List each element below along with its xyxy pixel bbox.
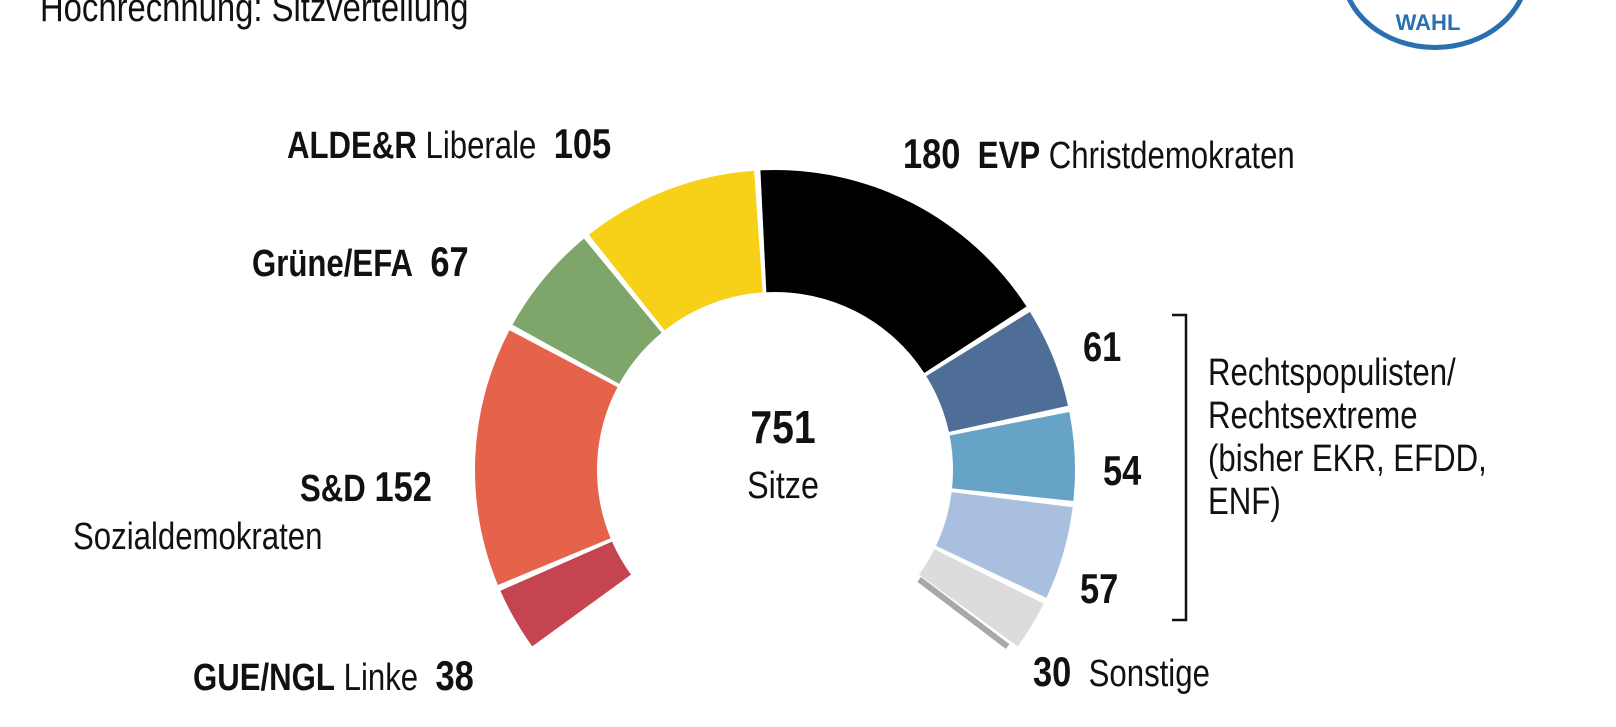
label-gruene: Grüne/EFA 67	[252, 238, 469, 286]
slice-alde-r	[588, 170, 763, 331]
sonstige-edge	[917, 577, 1010, 649]
gruene-abbr: Grüne/EFA	[252, 243, 414, 285]
slice-sonstige	[919, 549, 1044, 647]
sonstige-value: 30	[1033, 648, 1072, 695]
sd-name: Sozialdemokraten	[73, 516, 323, 558]
slice-57	[936, 492, 1073, 598]
group-annotation: Rechtspopulisten/ Rechtsextreme (bisher …	[1208, 352, 1487, 524]
gruene-value: 67	[430, 238, 469, 285]
slice-s-d	[474, 330, 618, 585]
slice-gue-ngl	[500, 541, 631, 647]
value-54: 54	[1103, 447, 1142, 494]
evp-value: 180	[903, 130, 961, 177]
total-value: 751	[750, 401, 816, 453]
evp-name: Christdemokraten	[1048, 135, 1295, 177]
gue-value: 38	[435, 652, 474, 699]
value-61: 61	[1083, 323, 1122, 370]
label-sonstige: 30 Sonstige	[1033, 648, 1210, 696]
group-bracket	[1172, 313, 1188, 622]
gue-abbr: GUE/NGL	[193, 657, 335, 699]
gue-name: Linke	[343, 657, 419, 699]
total-label: Sitze	[747, 465, 819, 507]
slice-54	[949, 411, 1075, 502]
label-sd: S&D 152	[300, 463, 432, 511]
label-gue: GUE/NGL Linke 38	[193, 652, 474, 700]
alde-name: Liberale	[425, 125, 537, 167]
sd-abbr: S&D	[300, 468, 366, 510]
chart-title: Hochrechnung: Sitzverteilung	[40, 0, 469, 30]
sonstige-name: Sonstige	[1088, 653, 1210, 695]
alde-abbr: ALDE&R	[287, 125, 417, 167]
group-line: (bisher EKR, EFDD,	[1208, 438, 1487, 480]
group-line: Rechtspopulisten/	[1208, 352, 1456, 394]
group-line: Rechtsextreme	[1208, 395, 1418, 437]
evp-abbr: EVP	[977, 135, 1041, 177]
label-alde: ALDE&R Liberale 105	[287, 120, 611, 168]
group-line: ENF)	[1208, 481, 1281, 523]
slice-61	[926, 311, 1069, 432]
alde-value: 105	[553, 120, 612, 167]
slice-evp	[760, 170, 1027, 374]
sd-value: 152	[374, 463, 432, 510]
logo-text: WAHL	[1395, 10, 1461, 35]
value-57: 57	[1080, 565, 1119, 612]
label-evp: 180 EVP Christdemokraten	[903, 130, 1295, 178]
slice-gr-ne-efa	[512, 238, 662, 384]
